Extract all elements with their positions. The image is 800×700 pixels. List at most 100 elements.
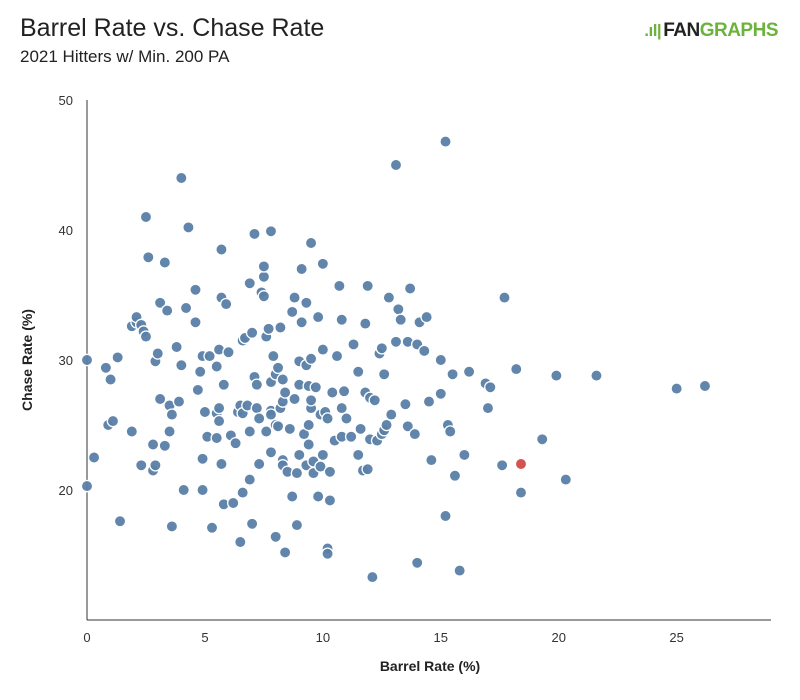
data-point [165, 408, 179, 421]
data-point [354, 422, 367, 436]
data-point [99, 361, 113, 375]
data-point [250, 378, 264, 391]
data-points [80, 135, 712, 584]
data-point [252, 412, 266, 425]
data-point [222, 345, 235, 359]
data-point [304, 352, 318, 365]
data-point [189, 316, 202, 329]
data-point [302, 418, 315, 432]
data-point [361, 462, 374, 476]
data-point [139, 210, 153, 224]
data-point [420, 310, 433, 324]
data-point [316, 448, 330, 462]
data-point [278, 386, 292, 399]
data-point [330, 349, 344, 363]
data-point [439, 509, 452, 523]
data-point [335, 313, 348, 326]
data-point [243, 425, 256, 438]
data-point [377, 368, 391, 381]
data-point [309, 381, 323, 394]
data-point [283, 422, 297, 436]
data-point [182, 221, 195, 234]
data-point [408, 427, 422, 441]
data-point [250, 401, 264, 415]
data-point [418, 344, 431, 358]
data-point [462, 365, 476, 378]
data-point [311, 490, 325, 503]
data-point [302, 438, 315, 451]
data-point [495, 459, 509, 472]
data-point [295, 316, 308, 329]
data-point [425, 453, 438, 467]
data-point [311, 310, 325, 324]
data-point [458, 448, 471, 462]
highlighted-data-point [514, 457, 528, 471]
chart-title: Barrel Rate vs. Chase Rate [20, 14, 325, 42]
data-point [375, 342, 389, 355]
data-point [288, 291, 301, 304]
data-point [146, 438, 160, 451]
data-point [359, 317, 372, 330]
data-point [267, 349, 280, 363]
data-point [175, 171, 188, 185]
data-point [510, 362, 523, 376]
data-point [125, 425, 139, 438]
data-point [160, 304, 174, 317]
data-point [212, 414, 226, 428]
data-point [290, 518, 304, 532]
data-point [392, 303, 405, 316]
data-point [210, 431, 223, 445]
data-point [368, 394, 382, 407]
data-point [344, 430, 358, 443]
data-point [212, 401, 226, 415]
data-point [236, 486, 249, 499]
data-point [274, 321, 287, 334]
data-point [295, 262, 308, 276]
data-point [422, 395, 436, 408]
data-point [196, 452, 209, 466]
data-point [288, 392, 301, 406]
data-point [403, 282, 417, 295]
data-point [559, 473, 573, 486]
data-point [304, 394, 318, 407]
y-tick-label: 40 [59, 223, 73, 238]
data-point [300, 296, 313, 310]
data-point [113, 514, 127, 528]
data-point [293, 448, 306, 462]
data-point [670, 382, 683, 395]
data-point [139, 330, 153, 343]
data-point [453, 564, 466, 577]
data-point [264, 408, 278, 421]
data-point [366, 570, 379, 584]
data-point [514, 486, 528, 499]
data-point [248, 227, 261, 241]
data-point [234, 535, 247, 549]
data-point [316, 257, 330, 271]
data-point [191, 383, 205, 397]
data-point [340, 412, 353, 425]
data-point [351, 448, 365, 462]
data-point [172, 395, 186, 408]
data-point [243, 473, 256, 486]
data-point [335, 401, 348, 415]
data-point [321, 412, 334, 425]
data-point [264, 225, 278, 238]
data-point [175, 358, 188, 372]
data-point [498, 291, 511, 304]
y-tick-label: 20 [59, 483, 73, 498]
data-point [80, 479, 94, 493]
data-point [177, 483, 190, 497]
data-point [179, 301, 193, 315]
x-tick-label: 25 [669, 630, 683, 645]
data-point [262, 322, 275, 336]
x-tick-label: 20 [551, 630, 565, 645]
data-point [410, 556, 424, 570]
data-point [87, 451, 101, 464]
x-tick-label: 15 [434, 630, 448, 645]
data-point [326, 386, 339, 399]
data-point [80, 353, 94, 367]
data-point [351, 365, 365, 378]
logo-text-graphs: GRAPHS [699, 20, 779, 41]
data-point [142, 251, 155, 264]
data-point [290, 466, 304, 480]
